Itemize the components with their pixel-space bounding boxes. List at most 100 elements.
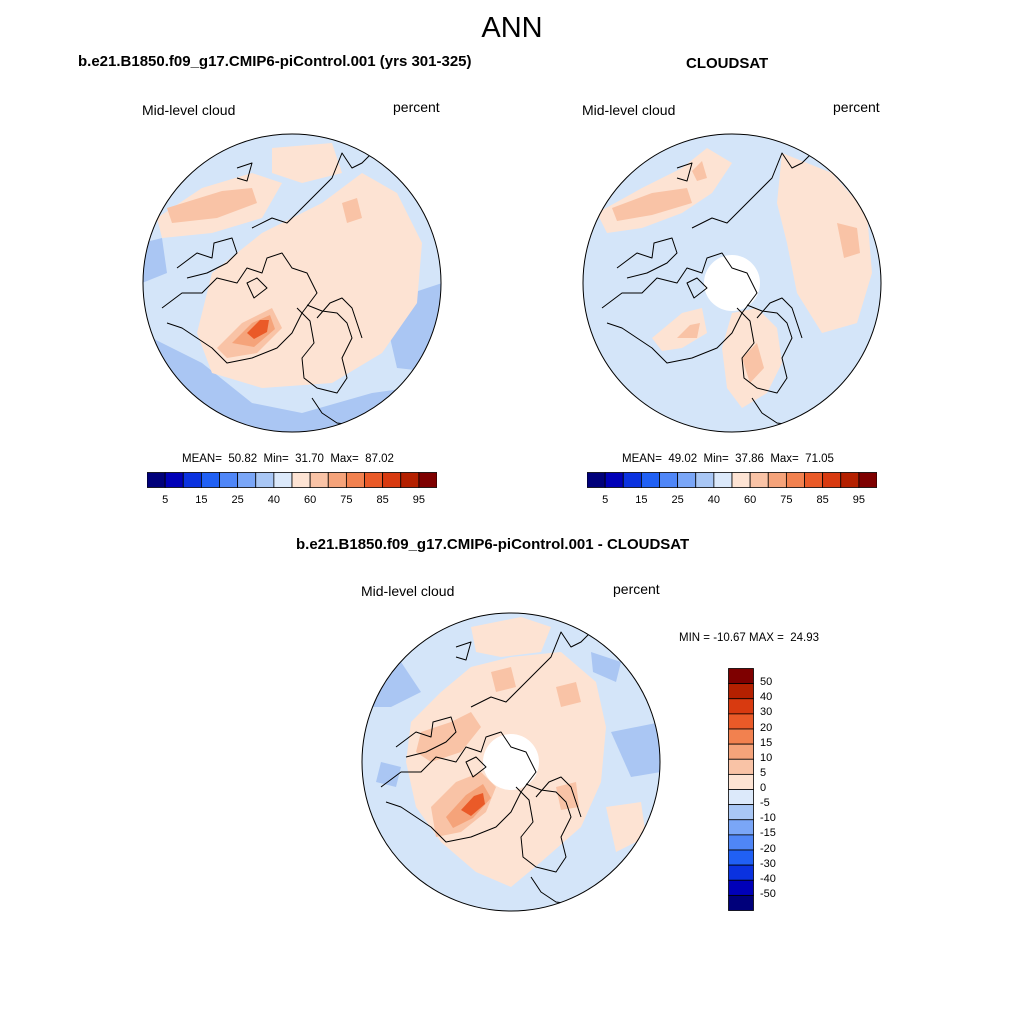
colorbar-obs-swatch (767, 472, 787, 488)
colorbar-obs-swatch (731, 472, 751, 488)
colorbar-model-tick-label: 75 (340, 494, 353, 506)
colorbar-obs-swatch (604, 472, 624, 488)
colorbar-diff-swatch (728, 758, 754, 775)
colorbar-diff-swatch (728, 879, 754, 896)
field-blue-region (611, 722, 660, 777)
colorbar-model-swatch (200, 472, 220, 488)
colorbar-obs-tick-label: 5 (602, 494, 609, 506)
stat-mean-value: 49.02 (668, 453, 698, 465)
stat-min-label: Min= (703, 453, 729, 465)
polar-map-diff (361, 612, 661, 912)
colorbar-model-swatch (400, 472, 420, 488)
field-warm-region (342, 198, 362, 223)
stat-max-value: 71.05 (805, 453, 834, 465)
colorbar-obs-tick-label: 15 (635, 494, 648, 506)
colorbar-diff (728, 668, 754, 911)
stat-max-value: 87.02 (365, 453, 394, 465)
stat-min-value: 31.70 (295, 453, 324, 465)
stats-obs: MEAN= 49.02 Min= 37.86 Max= 71.05 (622, 453, 834, 465)
field-warm-region (837, 223, 860, 258)
field-blue-region (143, 238, 167, 283)
colorbar-model-swatch (327, 472, 347, 488)
colorbar-model-tick-label: 5 (162, 494, 169, 506)
panel-title-obs: CLOUDSAT (686, 55, 769, 72)
colorbar-obs-swatch (804, 472, 824, 488)
colorbar-diff-swatch (728, 834, 754, 851)
field-warm-region (612, 188, 692, 221)
colorbar-model-tick-label: 85 (376, 494, 389, 506)
colorbar-diff-swatch (728, 698, 754, 715)
field-max-region (461, 793, 485, 816)
colorbar-diff-tick-label: -40 (760, 872, 776, 885)
colorbar-model-tick-label: 95 (412, 494, 425, 506)
colorbar-obs-tick-label: 60 (744, 494, 757, 506)
colorbar-model-swatch (219, 472, 239, 488)
colorbar-diff-swatch (728, 864, 754, 881)
panel-diff-left-label: Mid-level cloud (361, 583, 455, 599)
field-warm-region (167, 188, 257, 223)
colorbar-diff-tick-label: -15 (760, 827, 776, 840)
field-warm-region (677, 323, 700, 338)
colorbar-model-swatch (364, 472, 384, 488)
colorbar-model-swatch (182, 472, 202, 488)
field-blue-region (143, 333, 441, 432)
field-warm-region (742, 343, 764, 383)
colorbar-diff-swatch (728, 713, 754, 730)
colorbar-diff-tick-label: 40 (760, 691, 773, 704)
colorbar-model-swatch (164, 472, 184, 488)
field-warm-region (471, 617, 551, 657)
colorbar-diff-tick-label: 20 (760, 721, 773, 734)
colorbar-diff-tick-label: -50 (760, 887, 776, 900)
stats-model: MEAN= 50.82 Min= 31.70 Max= 87.02 (182, 453, 394, 465)
field-warm-region (556, 682, 581, 707)
colorbar-obs-swatch (640, 472, 660, 488)
colorbar-diff-tick-label: 0 (760, 782, 767, 794)
stat-min-label: MIN = (679, 632, 710, 644)
field-warm-region (652, 308, 707, 351)
colorbar-model-swatch (309, 472, 329, 488)
coastlines (161, 152, 373, 426)
stat-mean-label: MEAN= (182, 453, 222, 465)
colorbar-obs-tick-label: 25 (671, 494, 684, 506)
colorbar-diff-swatch (728, 819, 754, 836)
field-warm-region (272, 143, 342, 183)
map-border (142, 133, 442, 433)
field-warm-region (692, 161, 707, 181)
polar-map-model (142, 133, 442, 433)
colorbar-obs-tick-label: 85 (816, 494, 829, 506)
colorbar-model-tick-label: 60 (304, 494, 317, 506)
colorbar-obs-swatch (822, 472, 842, 488)
colorbar-model-swatch (273, 472, 293, 488)
panel-obs-units-label: percent (833, 99, 880, 115)
colorbar-diff-tick-label: 15 (760, 736, 773, 749)
colorbar-obs-tick-label: 95 (852, 494, 865, 506)
colorbar-model-tick-label: 15 (195, 494, 208, 506)
colorbar-obs-swatch (749, 472, 769, 488)
colorbar-model-swatch (418, 472, 437, 488)
colorbar-obs-swatch (840, 472, 860, 488)
colorbar-model (147, 472, 437, 488)
colorbar-diff-swatch (728, 728, 754, 745)
field-warm-region (491, 667, 516, 692)
colorbar-obs (587, 472, 877, 488)
colorbar-model-swatch (382, 472, 402, 488)
colorbar-model-swatch (255, 472, 275, 488)
colorbar-obs-tick-label: 40 (707, 494, 720, 506)
stat-max-value: 24.93 (790, 632, 820, 644)
colorbar-obs-tick-label: 75 (780, 494, 793, 506)
colorbar-model-swatch (147, 472, 166, 488)
colorbar-diff-tick-label: -5 (760, 797, 770, 810)
stat-min-value: 37.86 (735, 453, 764, 465)
panel-obs-left-label: Mid-level cloud (582, 102, 676, 118)
field-warm-region (606, 802, 646, 852)
colorbar-model-swatch (291, 472, 311, 488)
colorbar-obs-swatch (713, 472, 733, 488)
colorbar-diff-swatch (728, 683, 754, 700)
colorbar-model-swatch (237, 472, 257, 488)
field-warm-region (777, 153, 872, 333)
season-title: ANN (481, 12, 543, 44)
colorbar-diff-swatch (728, 849, 754, 866)
no-data-polar-hole (704, 255, 760, 311)
coastlines (601, 152, 813, 426)
colorbar-obs-swatch (858, 472, 877, 488)
